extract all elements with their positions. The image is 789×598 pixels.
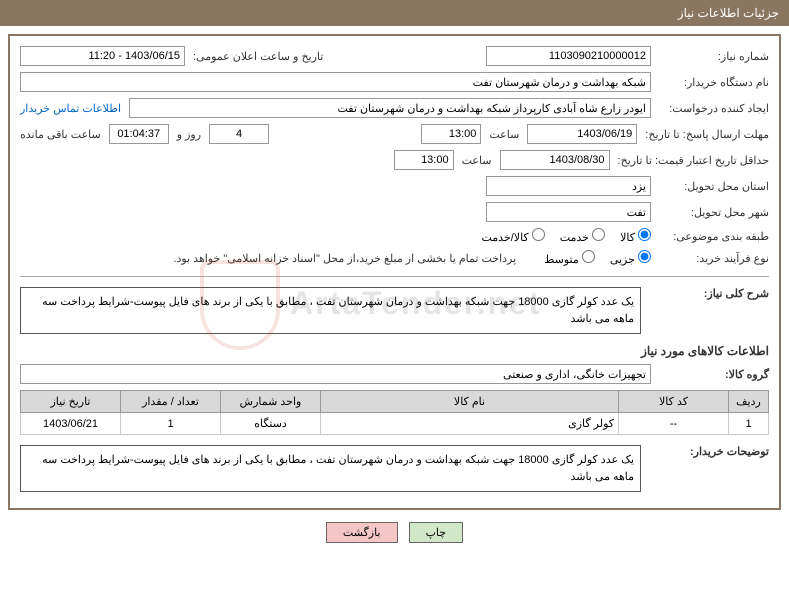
need-no-label: شماره نیاز: bbox=[659, 50, 769, 63]
radio-medium-label[interactable]: متوسط bbox=[544, 250, 595, 266]
radio-medium[interactable] bbox=[582, 250, 595, 263]
divider-1 bbox=[20, 276, 769, 277]
cell-qty: 1 bbox=[121, 413, 221, 435]
cell-unit: دستگاه bbox=[221, 413, 321, 435]
table-header-row: ردیف کد کالا نام کالا واحد شمارش تعداد /… bbox=[21, 391, 769, 413]
radio-service[interactable] bbox=[592, 228, 605, 241]
validity-date-input[interactable] bbox=[500, 150, 610, 170]
th-name: نام کالا bbox=[321, 391, 619, 413]
city-input[interactable] bbox=[486, 202, 651, 222]
announce-input[interactable] bbox=[20, 46, 185, 66]
validity-time-input[interactable] bbox=[394, 150, 454, 170]
buyer-label: نام دستگاه خریدار: bbox=[659, 76, 769, 89]
province-label: استان محل تحویل: bbox=[659, 180, 769, 193]
table-row: 1 -- کولر گازی دستگاه 1 1403/06/21 bbox=[21, 413, 769, 435]
creator-label: ایجاد کننده درخواست: bbox=[659, 102, 769, 115]
remain-label: ساعت باقی مانده bbox=[20, 128, 101, 141]
panel-header: جزئیات اطلاعات نیاز bbox=[0, 0, 789, 26]
category-radio-group: کالا خدمت کالا/خدمت bbox=[481, 228, 651, 244]
need-no-input[interactable] bbox=[486, 46, 651, 66]
cell-row: 1 bbox=[729, 413, 769, 435]
radio-goods[interactable] bbox=[638, 228, 651, 241]
th-unit: واحد شمارش bbox=[221, 391, 321, 413]
summary-box: یک عدد کولر گازی 18000 جهت شبکه بهداشت و… bbox=[20, 287, 641, 334]
cell-name: کولر گازی bbox=[321, 413, 619, 435]
buyer-desc-label: توضیحات خریدار: bbox=[659, 445, 769, 458]
time-label-1: ساعت bbox=[489, 128, 519, 141]
cell-date: 1403/06/21 bbox=[21, 413, 121, 435]
city-label: شهر محل تحویل: bbox=[659, 206, 769, 219]
buyer-input[interactable] bbox=[20, 72, 651, 92]
process-label: نوع فرآیند خرید: bbox=[659, 252, 769, 265]
announce-label: تاریخ و ساعت اعلان عمومی: bbox=[193, 50, 323, 63]
radio-partial[interactable] bbox=[638, 250, 651, 263]
th-qty: تعداد / مقدار bbox=[121, 391, 221, 413]
process-radio-group: جزیی متوسط bbox=[544, 250, 651, 266]
main-form: شماره نیاز: تاریخ و ساعت اعلان عمومی: نا… bbox=[8, 34, 781, 510]
contact-link[interactable]: اطلاعات تماس خریدار bbox=[20, 102, 121, 115]
deadline-label: مهلت ارسال پاسخ: تا تاریخ: bbox=[645, 128, 769, 141]
print-button[interactable]: چاپ bbox=[409, 522, 464, 543]
header-title: جزئیات اطلاعات نیاز bbox=[678, 6, 779, 20]
buyer-desc-box: یک عدد کولر گازی 18000 جهت شبکه بهداشت و… bbox=[20, 445, 641, 492]
deadline-time-input[interactable] bbox=[421, 124, 481, 144]
countdown-input[interactable] bbox=[109, 124, 169, 144]
radio-both-label[interactable]: کالا/خدمت bbox=[481, 228, 544, 244]
category-label: طبقه بندی موضوعی: bbox=[659, 230, 769, 243]
validity-label: حداقل تاریخ اعتبار قیمت: تا تاریخ: bbox=[618, 154, 769, 167]
days-input[interactable] bbox=[209, 124, 269, 144]
radio-goods-label[interactable]: کالا bbox=[620, 228, 651, 244]
group-label: گروه کالا: bbox=[659, 368, 769, 381]
back-button[interactable]: بازگشت bbox=[326, 522, 398, 543]
button-row: چاپ بازگشت bbox=[0, 522, 789, 543]
th-date: تاریخ نیاز bbox=[21, 391, 121, 413]
creator-input[interactable] bbox=[129, 98, 651, 118]
group-input[interactable] bbox=[20, 364, 651, 384]
summary-label: شرح کلی نیاز: bbox=[659, 287, 769, 300]
th-code: کد کالا bbox=[619, 391, 729, 413]
goods-table: ردیف کد کالا نام کالا واحد شمارش تعداد /… bbox=[20, 390, 769, 435]
process-note: پرداخت تمام یا بخشی از مبلغ خرید،از محل … bbox=[173, 252, 516, 265]
province-input[interactable] bbox=[486, 176, 651, 196]
deadline-date-input[interactable] bbox=[527, 124, 637, 144]
radio-partial-label[interactable]: جزیی bbox=[610, 250, 651, 266]
cell-code: -- bbox=[619, 413, 729, 435]
radio-both[interactable] bbox=[532, 228, 545, 241]
days-label: روز و bbox=[177, 128, 201, 141]
radio-service-label[interactable]: خدمت bbox=[560, 228, 605, 244]
goods-section-title: اطلاعات کالاهای مورد نیاز bbox=[20, 344, 769, 358]
th-row: ردیف bbox=[729, 391, 769, 413]
time-label-2: ساعت bbox=[462, 154, 492, 167]
